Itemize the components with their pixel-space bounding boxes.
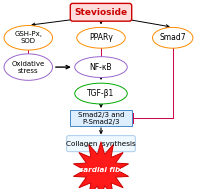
Text: Collagen  synthesis: Collagen synthesis: [66, 141, 136, 147]
FancyBboxPatch shape: [67, 136, 135, 152]
Ellipse shape: [75, 57, 127, 77]
Polygon shape: [74, 142, 128, 189]
Text: GSH-Px,
SOD: GSH-Px, SOD: [14, 31, 42, 44]
Text: TGF-β1: TGF-β1: [87, 89, 115, 98]
Ellipse shape: [75, 83, 127, 104]
Text: Stevioside: Stevioside: [75, 8, 127, 17]
Text: Oxidative
stress: Oxidative stress: [12, 61, 45, 74]
Text: PPARγ: PPARγ: [89, 33, 113, 42]
Text: Smad7: Smad7: [159, 33, 186, 42]
FancyBboxPatch shape: [70, 3, 132, 21]
Ellipse shape: [77, 27, 125, 48]
Ellipse shape: [153, 27, 193, 48]
Ellipse shape: [4, 26, 53, 50]
FancyBboxPatch shape: [70, 110, 132, 126]
Text: NF-κB: NF-κB: [90, 63, 112, 72]
Ellipse shape: [4, 54, 53, 80]
Text: Smad2/3 and
P-Smad2/3: Smad2/3 and P-Smad2/3: [78, 112, 124, 125]
Text: Myocardial fibrosis: Myocardial fibrosis: [62, 167, 140, 173]
